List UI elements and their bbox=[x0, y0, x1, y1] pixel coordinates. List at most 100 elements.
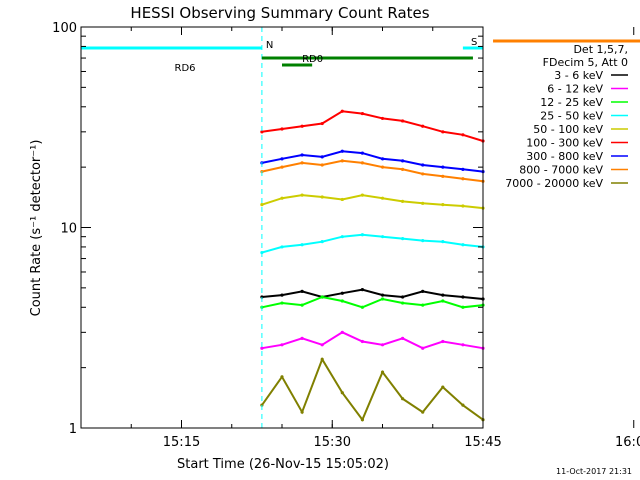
data-point bbox=[320, 357, 324, 361]
series-layer bbox=[260, 109, 485, 422]
data-point bbox=[380, 116, 385, 121]
data-point bbox=[340, 235, 344, 239]
data-point bbox=[421, 289, 425, 294]
axis-layer: 15:1515:3015:4516:0016:1516:3016:4511010… bbox=[52, 21, 640, 450]
y-axis-label: Count Rate (s⁻¹ detector⁻¹) bbox=[29, 140, 44, 317]
data-point bbox=[340, 330, 344, 334]
series-line bbox=[261, 233, 484, 254]
data-point bbox=[461, 305, 465, 309]
data-point bbox=[300, 153, 304, 157]
x-axis-label: Start Time (26-Nov-15 15:05:02) bbox=[177, 457, 389, 472]
y-tick-label: 1 bbox=[69, 422, 77, 437]
x-tick-label: 15:45 bbox=[464, 435, 501, 450]
series-line bbox=[261, 331, 484, 350]
series-line bbox=[261, 150, 484, 173]
data-point bbox=[441, 203, 445, 207]
data-point bbox=[300, 336, 304, 340]
legend-label: 6 - 12 keV bbox=[547, 83, 603, 96]
data-point bbox=[461, 177, 465, 181]
data-point bbox=[340, 299, 344, 303]
data-point bbox=[401, 295, 405, 299]
series-line bbox=[261, 159, 484, 183]
legend-label: 25 - 50 keV bbox=[540, 110, 603, 123]
data-point bbox=[300, 161, 304, 165]
data-point bbox=[280, 127, 284, 131]
y-tick-label: 10 bbox=[60, 222, 77, 237]
data-point bbox=[340, 391, 344, 395]
footer-date: 11-Oct-2017 21:31 bbox=[556, 467, 632, 476]
legend-header: Det 1,5,7, bbox=[573, 43, 628, 56]
data-point bbox=[280, 343, 284, 347]
x-tick-label: 15:15 bbox=[163, 435, 200, 450]
data-point bbox=[280, 293, 284, 297]
rd6-label: RD6 bbox=[175, 63, 196, 74]
data-point bbox=[360, 233, 364, 237]
x-tick-label: 16:00 bbox=[615, 435, 640, 450]
x-tick-label: 15:30 bbox=[314, 435, 351, 450]
data-point bbox=[401, 336, 405, 340]
data-point bbox=[380, 157, 385, 161]
series-line bbox=[261, 357, 484, 422]
data-point bbox=[280, 301, 284, 305]
data-point bbox=[380, 196, 385, 200]
data-point bbox=[441, 130, 445, 134]
data-point bbox=[320, 240, 324, 244]
legend-header: FDecim 5, Att 0 bbox=[543, 56, 628, 69]
data-point bbox=[461, 343, 465, 347]
data-point bbox=[360, 288, 364, 292]
data-point bbox=[360, 161, 364, 165]
data-point bbox=[280, 245, 284, 249]
data-point bbox=[360, 151, 364, 155]
data-point bbox=[280, 165, 284, 169]
data-point bbox=[360, 111, 364, 116]
series-line bbox=[261, 110, 484, 142]
data-point bbox=[380, 235, 385, 239]
data-point bbox=[380, 297, 385, 301]
data-point bbox=[461, 403, 465, 407]
legend-label: 300 - 800 keV bbox=[526, 150, 603, 163]
data-point bbox=[320, 343, 324, 347]
data-point bbox=[421, 163, 425, 167]
data-point bbox=[300, 289, 304, 294]
data-point bbox=[380, 165, 385, 169]
data-point bbox=[421, 303, 425, 307]
data-point bbox=[401, 301, 405, 305]
data-point bbox=[441, 299, 445, 303]
data-point bbox=[461, 295, 465, 299]
rd0-label: RD0 bbox=[302, 54, 323, 65]
data-point bbox=[320, 121, 324, 126]
data-point bbox=[461, 133, 465, 137]
data-point bbox=[280, 375, 284, 379]
data-point bbox=[360, 193, 364, 197]
data-point bbox=[421, 201, 425, 205]
data-point bbox=[360, 418, 364, 422]
data-point bbox=[441, 240, 445, 244]
data-point bbox=[360, 305, 364, 309]
data-point bbox=[280, 196, 284, 200]
data-point bbox=[300, 243, 304, 247]
legend-label: 100 - 300 keV bbox=[526, 137, 603, 150]
data-point bbox=[260, 346, 264, 350]
data-point bbox=[401, 397, 405, 401]
data-point bbox=[401, 119, 405, 123]
data-point bbox=[421, 172, 425, 176]
series-line bbox=[261, 295, 484, 309]
data-point bbox=[300, 193, 304, 197]
data-point bbox=[401, 237, 405, 241]
series-line bbox=[261, 288, 484, 300]
data-point bbox=[441, 385, 445, 389]
data-point bbox=[300, 124, 304, 128]
legend-label: 3 - 6 keV bbox=[554, 69, 603, 82]
data-point bbox=[260, 203, 264, 207]
data-point bbox=[260, 130, 264, 134]
data-point bbox=[401, 159, 405, 163]
data-point bbox=[441, 174, 445, 178]
data-point bbox=[340, 109, 344, 113]
series-line bbox=[261, 194, 484, 210]
data-point bbox=[340, 149, 344, 153]
chart-title: HESSI Observing Summary Count Rates bbox=[130, 4, 429, 22]
data-point bbox=[441, 339, 445, 344]
data-point bbox=[380, 293, 385, 297]
legend-label: 50 - 100 keV bbox=[533, 123, 603, 136]
